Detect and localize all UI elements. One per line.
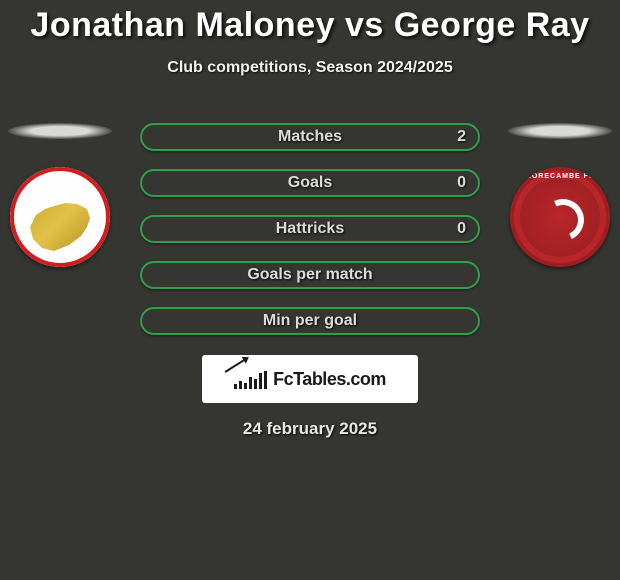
stat-value: 0 <box>457 220 466 238</box>
stat-bar-goals: Goals 0 <box>140 169 480 197</box>
stat-label: Goals per match <box>247 266 372 284</box>
brand-chart-icon <box>234 369 267 389</box>
left-club-crest-icon <box>10 167 110 267</box>
left-player-column <box>0 123 120 267</box>
subtitle: Club competitions, Season 2024/2025 <box>0 59 620 77</box>
generated-date: 24 february 2025 <box>0 419 620 439</box>
stat-value: 0 <box>457 174 466 192</box>
right-player-column: MORECAMBE FC <box>500 123 620 267</box>
left-stat-marker <box>8 123 112 139</box>
brand-watermark: FcTables.com <box>202 355 418 403</box>
stat-bar-hattricks: Hattricks 0 <box>140 215 480 243</box>
stat-label: Min per goal <box>263 312 357 330</box>
stat-value: 2 <box>457 128 466 146</box>
page-title: Jonathan Maloney vs George Ray <box>0 0 620 45</box>
stat-bars: Matches 2 Goals 0 Hattricks 0 Goals per … <box>140 123 480 335</box>
stat-bar-goals-per-match: Goals per match <box>140 261 480 289</box>
stat-bar-min-per-goal: Min per goal <box>140 307 480 335</box>
stat-label: Goals <box>288 174 332 192</box>
stat-bar-matches: Matches 2 <box>140 123 480 151</box>
right-stat-marker <box>508 123 612 139</box>
stat-label: Matches <box>278 128 342 146</box>
brand-text: FcTables.com <box>273 369 386 390</box>
comparison-area: MORECAMBE FC Matches 2 Goals 0 Hattricks… <box>0 123 620 439</box>
stat-label: Hattricks <box>276 220 344 238</box>
right-club-crest-icon: MORECAMBE FC <box>510 167 610 267</box>
